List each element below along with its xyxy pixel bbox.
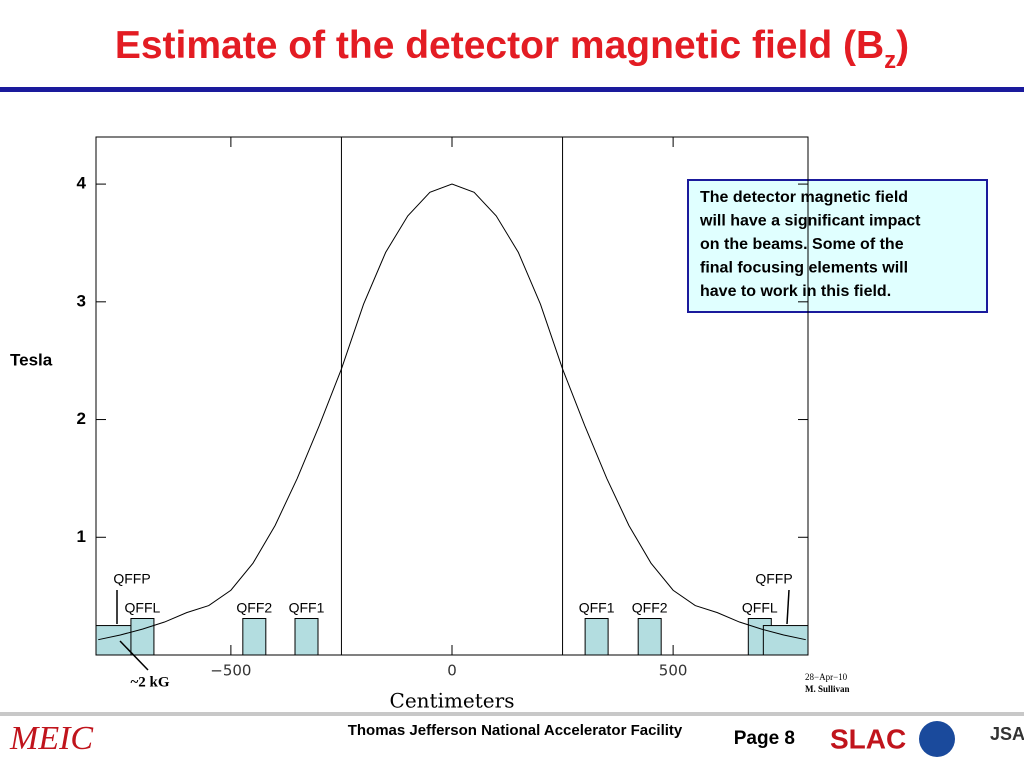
lab-seal	[919, 721, 955, 757]
note-line: final focusing elements will	[700, 260, 908, 277]
title-close: )	[896, 24, 909, 67]
slide-title: Estimate of the detector magnetic field …	[115, 24, 909, 74]
footer-logo-2: SLAC	[830, 723, 906, 754]
footer-logo: MEIC	[9, 720, 93, 757]
title-rule	[0, 87, 1024, 92]
magnet-arrow	[786, 589, 790, 625]
magnet-label: QFF1	[579, 600, 615, 616]
magnet-label: QFFP	[755, 571, 792, 587]
magnet	[762, 625, 809, 656]
annotation: ~2 kG	[130, 674, 169, 690]
page-number: Page 8	[734, 728, 795, 749]
note-text: The detector magnetic field will have a s…	[699, 189, 921, 300]
y-tick-label: 4	[77, 174, 87, 193]
footer-logo-3: JSA	[990, 724, 1024, 744]
annotation-arrow	[119, 640, 149, 671]
field-curve	[98, 183, 806, 641]
magnet-label: QFFL	[742, 600, 778, 616]
date-label: 28−Apr−10	[805, 672, 848, 682]
chart: 1 2 3 4 −500 0 500 Centimeters Tesla 28−Apr−10 M. …	[10, 136, 850, 713]
note-line: The detector magnetic field	[700, 189, 908, 206]
x-tick-label: 500	[659, 662, 688, 680]
author-label: M. Sullivan	[805, 684, 850, 694]
magnet-label: QFF2	[236, 600, 272, 616]
title-text: Estimate of the detector magnetic field …	[115, 24, 884, 67]
magnet	[637, 618, 662, 656]
magnet	[294, 618, 319, 656]
x-tick-label: 0	[447, 662, 457, 680]
magnet-label: QFFP	[113, 571, 150, 587]
magnet	[584, 618, 609, 656]
magnet-label: QFF1	[289, 600, 325, 616]
x-tick-label: −500	[210, 662, 251, 680]
magnet	[242, 618, 267, 656]
y-axis-label: Tesla	[10, 350, 53, 369]
note-line: have to work in this field.	[700, 283, 891, 300]
note-line: will have a significant impact	[699, 213, 921, 230]
y-tick-label: 2	[77, 409, 86, 428]
x-axis-label: Centimeters	[390, 689, 515, 713]
title-subscript: z	[884, 47, 896, 74]
note-box	[687, 179, 988, 313]
magnet-label: QFF2	[632, 600, 668, 616]
footer-rule	[0, 712, 1024, 716]
note-line: on the beams. Some of the	[700, 236, 904, 253]
y-tick-label: 1	[77, 527, 86, 546]
magnet-label: QFFL	[125, 600, 161, 616]
magnet	[130, 618, 155, 656]
footer-institution: Thomas Jefferson National Accelerator Fa…	[348, 722, 683, 739]
y-tick-label: 3	[77, 291, 86, 310]
